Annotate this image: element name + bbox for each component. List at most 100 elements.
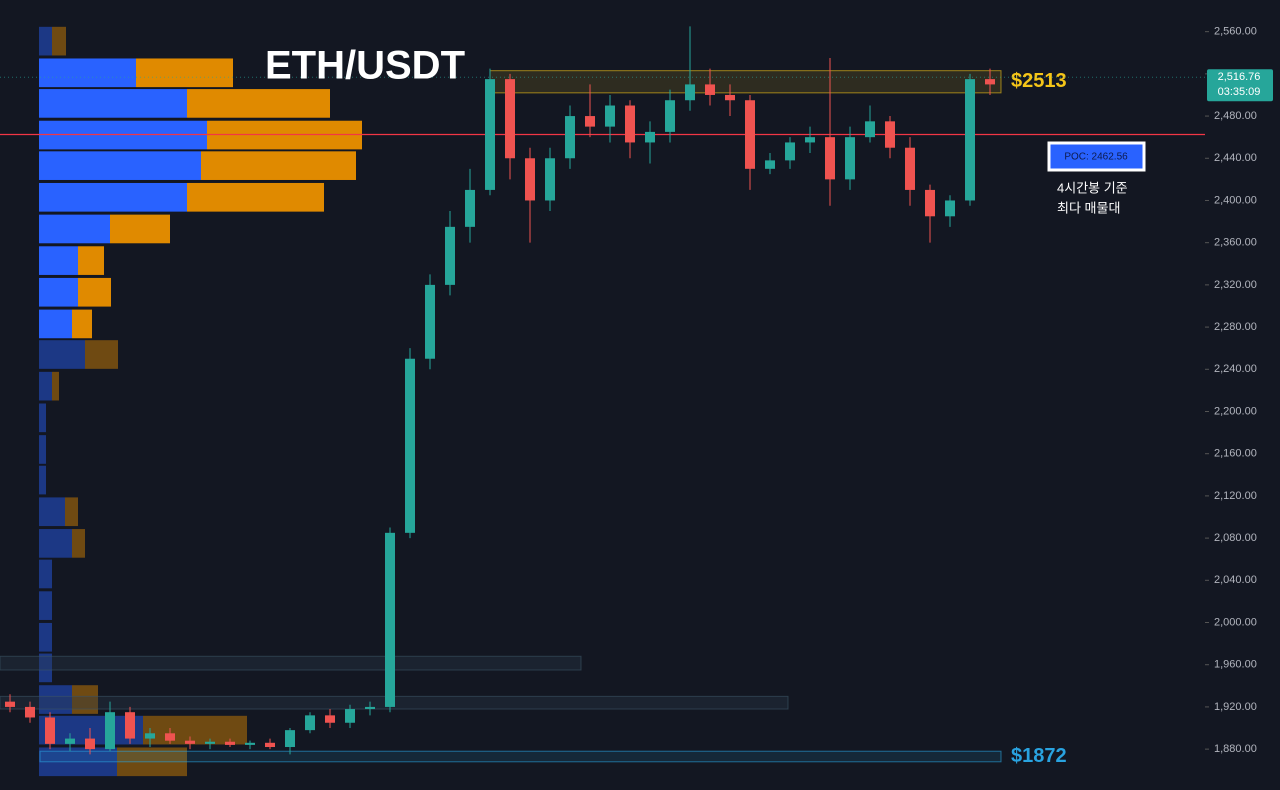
y-tick-label: 2,040.00	[1214, 574, 1257, 586]
poc-label: POC: 2462.56	[1064, 152, 1128, 163]
candle-body	[565, 116, 575, 159]
profile-buy	[39, 89, 187, 118]
profile-buy	[39, 622, 52, 652]
y-tick-label: 2,560.00	[1214, 26, 1257, 38]
y-tick-label: 2,120.00	[1214, 490, 1257, 502]
candle-body	[905, 147, 915, 190]
candle-body	[825, 137, 835, 180]
candle-body	[525, 158, 535, 201]
candle-body	[5, 701, 15, 707]
last-price-label: 2,516.76	[1218, 71, 1261, 83]
profile-buy	[39, 246, 78, 275]
candle-body	[265, 742, 275, 748]
price-zone	[39, 750, 1002, 763]
candle-body	[605, 105, 615, 127]
candle-body	[785, 142, 795, 161]
profile-buy	[39, 529, 72, 558]
profile-buy	[39, 182, 187, 212]
candle-body	[865, 121, 875, 138]
candle-body	[205, 741, 215, 744]
profile-buy	[39, 465, 46, 495]
y-tick-label: 2,200.00	[1214, 405, 1257, 417]
price-zone	[0, 655, 582, 671]
candle-body	[285, 730, 295, 748]
candle-body	[945, 200, 955, 217]
profile-buy	[39, 151, 201, 180]
poc-box	[1047, 141, 1146, 172]
candle-body	[105, 712, 115, 750]
candle-body	[365, 706, 375, 710]
candle-body	[685, 84, 695, 101]
profile-sell	[85, 340, 118, 369]
candle-body	[185, 740, 195, 744]
profile-buy	[39, 277, 78, 307]
candle-body	[705, 84, 715, 95]
candle-body	[85, 738, 95, 750]
profile-sell	[52, 26, 66, 56]
y-tick-label: 1,920.00	[1214, 701, 1257, 713]
profile-buy	[39, 559, 52, 589]
price-zone	[489, 70, 1002, 94]
candle-body	[485, 79, 495, 190]
profile-buy	[39, 214, 110, 244]
profile-buy	[39, 497, 65, 527]
candle-body	[965, 79, 975, 201]
y-tick-label: 2,480.00	[1214, 110, 1257, 122]
profile-buy	[39, 26, 52, 56]
y-tick-label: 2,280.00	[1214, 321, 1257, 333]
profile-buy	[39, 435, 46, 464]
y-tick-label: 2,320.00	[1214, 279, 1257, 291]
chart-title: ETH/USDT	[265, 44, 465, 88]
candle-body	[925, 189, 935, 217]
profile-sell	[72, 529, 85, 558]
y-tick-label: 1,960.00	[1214, 659, 1257, 671]
y-tick-label: 2,000.00	[1214, 616, 1257, 628]
candle-body	[505, 79, 515, 159]
y-tick-label: 2,400.00	[1214, 194, 1257, 206]
profile-buy	[39, 340, 85, 369]
candle-body	[665, 100, 675, 132]
y-tick-label: 2,440.00	[1214, 152, 1257, 164]
countdown: 03:35:09	[1218, 86, 1261, 98]
candle-body	[145, 733, 155, 739]
profile-sell	[110, 214, 170, 244]
profile-buy	[39, 371, 52, 401]
candle-body	[25, 706, 35, 718]
candle-body	[225, 741, 235, 745]
candle-body	[245, 742, 255, 745]
y-tick-label: 1,880.00	[1214, 743, 1257, 755]
candle-body	[985, 79, 995, 85]
profile-sell	[78, 277, 111, 307]
candle-body	[345, 709, 355, 723]
profile-buy	[39, 591, 52, 620]
profile-sell	[72, 309, 92, 339]
annotation: 4시간봉 기준	[1057, 180, 1128, 195]
y-tick-label: 2,160.00	[1214, 448, 1257, 460]
profile-sell	[187, 182, 324, 212]
candle-body	[305, 715, 315, 731]
y-tick-label: 2,360.00	[1214, 237, 1257, 249]
candle-body	[545, 158, 555, 201]
candle-body	[165, 733, 175, 741]
candle-body	[845, 137, 855, 180]
candle-body	[625, 105, 635, 143]
profile-sell	[201, 151, 356, 180]
candle-body	[65, 738, 75, 744]
candle-body	[885, 121, 895, 148]
candle-body	[405, 358, 415, 533]
profile-buy	[39, 309, 72, 339]
profile-sell	[143, 715, 247, 745]
candle-body	[125, 712, 135, 739]
candle-body	[465, 189, 475, 227]
annotation: 최다 매물대	[1057, 200, 1120, 215]
zone-label: $2513	[1011, 70, 1067, 92]
candle-body	[765, 160, 775, 169]
zone-label: $1872	[1011, 745, 1067, 767]
candle-body	[445, 226, 455, 285]
profile-sell	[136, 58, 233, 88]
candle-body	[585, 116, 595, 127]
candle-body	[805, 137, 815, 143]
candle-body	[425, 284, 435, 359]
candle-body	[725, 94, 735, 101]
